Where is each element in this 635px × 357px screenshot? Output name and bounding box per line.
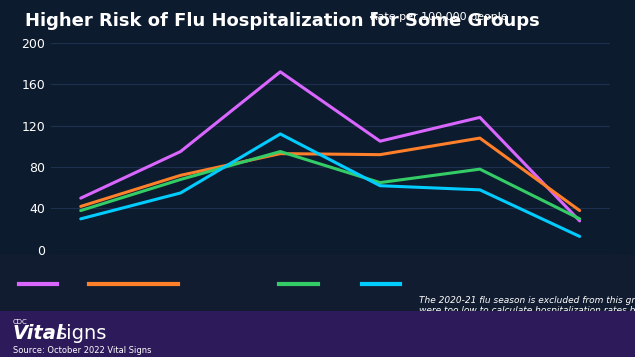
Text: American Indian, Alaska Native: American Indian, Alaska Native bbox=[140, 313, 299, 323]
Text: Vital: Vital bbox=[13, 324, 64, 343]
Text: Hispanic: Hispanic bbox=[279, 312, 339, 325]
Text: CDC: CDC bbox=[13, 319, 27, 325]
Text: Source: October 2022 Vital Signs: Source: October 2022 Vital Signs bbox=[13, 346, 151, 355]
Text: White: White bbox=[362, 312, 403, 325]
Text: The 2020-21 flu season is excluded from this graph because case counts
were too : The 2020-21 flu season is excluded from … bbox=[419, 296, 635, 315]
Text: Rate per 100,000 people: Rate per 100,000 people bbox=[370, 12, 508, 22]
Text: Black: Black bbox=[19, 312, 57, 325]
Text: Higher Risk of Flu Hospitalization for Some Groups: Higher Risk of Flu Hospitalization for S… bbox=[25, 12, 540, 30]
Text: AI/AN: AI/AN bbox=[89, 312, 128, 325]
Text: signs: signs bbox=[57, 324, 107, 343]
